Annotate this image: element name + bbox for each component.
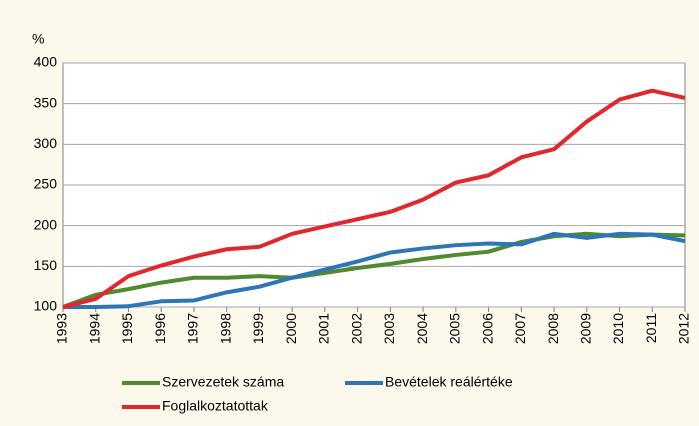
y-axis-label: %	[32, 31, 44, 47]
x-tick-label: 2008	[545, 313, 561, 344]
x-tick-label: 1993	[54, 313, 70, 344]
x-tick-label: 1995	[119, 313, 135, 344]
x-tick-label: 2005	[447, 313, 463, 344]
x-tick-label: 2006	[479, 313, 495, 344]
x-tick-label: 1994	[86, 313, 102, 344]
y-tick-label: 250	[34, 176, 58, 192]
legend-label: Bevételek reálértéke	[385, 374, 513, 390]
line	[63, 231, 686, 309]
x-tick-label: 2009	[577, 313, 593, 344]
y-tick-label: 300	[34, 135, 58, 151]
x-tick-label: 2010	[610, 313, 626, 344]
x-tick-label: 2011	[643, 313, 659, 343]
x-tick-label: 1996	[152, 313, 168, 344]
x-tick-label: 2004	[414, 313, 430, 344]
x-tick-label: 2012	[676, 313, 692, 344]
y-tick-label: 350	[34, 94, 58, 110]
y-tick-label: 100	[34, 298, 58, 314]
x-tick-label: 1998	[217, 313, 233, 344]
line	[62, 88, 686, 309]
y-tick-label: 400	[34, 54, 58, 70]
x-tick-label: 2007	[512, 313, 528, 344]
y-tick-label: 200	[34, 216, 58, 232]
x-tick-label: 2001	[316, 313, 332, 344]
x-tick-label: 2000	[283, 313, 299, 344]
legend-label: Szervezetek száma	[162, 374, 284, 390]
x-tick-label: 2002	[348, 313, 364, 344]
x-tick-label: 1999	[250, 313, 266, 344]
y-tick-label: 150	[34, 257, 58, 273]
x-tick-label: 1997	[185, 313, 201, 344]
legend-label: Foglalkoztatottak	[162, 398, 269, 414]
line	[62, 231, 686, 309]
x-tick-label: 2003	[381, 313, 397, 344]
